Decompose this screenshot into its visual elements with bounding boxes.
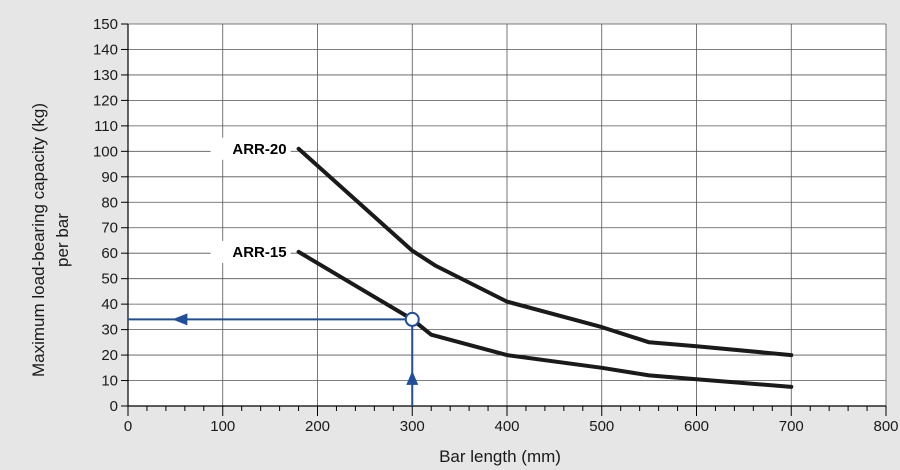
y-axis-title-line2: per bar xyxy=(53,213,72,267)
series-label-bg xyxy=(210,240,291,263)
y-tick-label: 80 xyxy=(101,194,118,211)
y-tick-label: 110 xyxy=(94,118,118,135)
x-tick-label: 400 xyxy=(494,418,519,435)
y-tick-label: 130 xyxy=(93,67,118,84)
y-tick-label: 120 xyxy=(93,92,118,109)
x-tick-label: 200 xyxy=(305,418,330,435)
annotation-left-arrow xyxy=(172,313,188,326)
axes: 0 10 20 30 40 50 60 70 80 90 100 110 120 130 140 150 0 10… xyxy=(93,16,899,435)
labels: ARR-20 ARR-15 xyxy=(210,137,291,263)
y-tick-label: 0 xyxy=(110,398,118,415)
series-label-bg xyxy=(210,137,291,160)
y-axis-title-line1: Maximum load-bearing capacity (kg) xyxy=(29,103,48,377)
x-tick-label: 300 xyxy=(400,418,425,435)
y-tick-label: 10 xyxy=(101,373,118,390)
annotation-marker xyxy=(404,311,420,327)
y-tick-label: 150 xyxy=(93,16,118,33)
series-line xyxy=(296,146,794,358)
x-axis-title: Bar length (mm) xyxy=(439,447,561,466)
grid xyxy=(128,23,887,406)
y-tick-label: 100 xyxy=(93,143,118,160)
x-tick-label: 700 xyxy=(779,418,804,435)
x-tick-label: 800 xyxy=(873,418,898,435)
y-tick-label: 140 xyxy=(93,41,118,58)
y-tick-label: 40 xyxy=(101,296,118,313)
y-tick-label: 30 xyxy=(101,322,118,339)
y-tick-label: 20 xyxy=(101,347,118,364)
annotation-layer xyxy=(128,311,420,406)
y-tick-label: 60 xyxy=(101,245,118,262)
series-label: ARR-20 xyxy=(232,141,286,158)
x-tick-label: 600 xyxy=(684,418,709,435)
y-tick-label: 70 xyxy=(101,220,118,237)
annotation-up-arrow xyxy=(406,370,419,385)
y-tick-label: 50 xyxy=(101,271,118,288)
series-label: ARR-15 xyxy=(232,244,286,261)
x-tick-label: 0 xyxy=(124,418,132,435)
x-tick-label: 500 xyxy=(589,418,614,435)
y-tick-label: 90 xyxy=(101,169,118,186)
x-tick-label: 100 xyxy=(210,418,235,435)
